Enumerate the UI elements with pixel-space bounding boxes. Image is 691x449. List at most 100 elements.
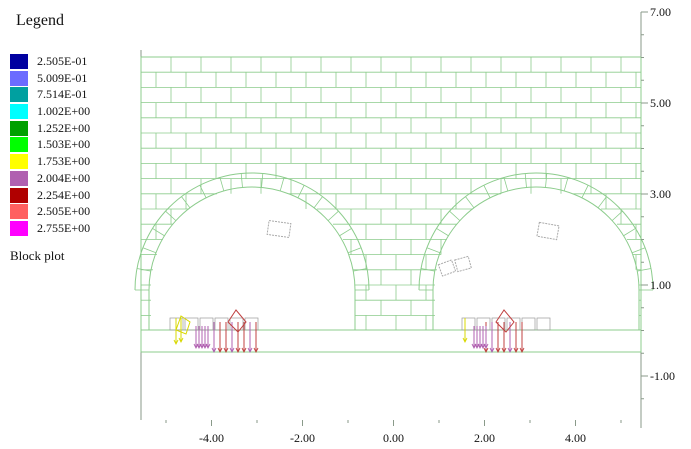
legend-swatch [10,187,28,203]
vector-arrow-head [483,343,489,350]
voussoir-joint [483,185,491,198]
voussoir-joint [436,228,449,237]
legend-item: 7.514E-01 [10,86,130,103]
vector-arrow-head [483,347,489,354]
voussoir-joint [545,173,548,188]
legend-swatch [10,104,28,120]
voussoir-joint [279,177,285,192]
legend-swatch [10,137,28,153]
vector-arrow-head [223,347,229,354]
y-tick-label: 1.00 [650,278,671,292]
wall-outline [140,56,642,353]
x-tick-label: -4.00 [199,431,224,445]
voussoir-joint [563,177,569,192]
voussoir-joint [219,177,225,192]
displaced-block [437,259,457,277]
legend-label: 1.753E+00 [37,154,91,169]
y-tick-label: 7.00 [650,5,671,19]
legend-label: 2.755E+00 [37,220,91,235]
voussoir-joint [631,247,646,254]
arch-extrados [418,172,654,291]
voussoir-joint [165,210,177,221]
legend-item: 2.505E+00 [10,203,130,220]
legend-label: 7.514E-01 [37,87,88,102]
voussoir-joint [327,210,339,221]
legend-label: 1.002E+00 [37,104,91,119]
vector-arrow-head [513,347,519,354]
velocity-vectors [173,309,525,354]
voussoir-joint [339,228,352,237]
vector-arrow-head [507,347,513,354]
voussoir-joint [142,247,157,254]
vector-arrow-head [211,347,217,354]
legend-label: 1.252E+00 [37,120,91,135]
legend-label: 2.505E+00 [37,204,91,219]
rotated-block [227,309,247,333]
legend-label: 5.009E-01 [37,70,88,85]
vector-arrow-head [247,347,253,354]
legend-item: 1.753E+00 [10,153,130,170]
voussoir-joint [426,247,441,254]
foundation-block [184,317,199,331]
voussoir-joint [181,196,191,209]
legend-item: 1.252E+00 [10,120,130,137]
foundation-block [461,317,476,331]
vector-arrow-head [217,347,223,354]
vector-arrow-head [205,343,211,350]
voussoir-joint [637,268,652,272]
voussoir-joint [420,268,435,272]
legend-item: 2.505E-01 [10,53,130,70]
y-tick-label: -1.00 [650,369,675,383]
legend-swatch [10,154,28,170]
legend-title: Legend [16,12,64,29]
vector-arrow-head [235,347,241,354]
legend-swatch [10,170,28,186]
vector-arrow-head [253,347,259,354]
displaced-block [266,219,292,239]
legend-item: 2.254E+00 [10,187,130,204]
voussoir-joint [313,196,323,209]
displaced-block [536,221,560,241]
vector-arrow-head [519,347,525,354]
legend-label: 1.503E+00 [37,137,91,152]
vector-arrow-head [495,347,501,354]
foundation-block [521,317,536,331]
x-tick-label: -2.00 [290,431,315,445]
legend-swatch [10,70,28,86]
vector-arrow-head [178,337,184,344]
legend-swatch [10,54,28,69]
vector-arrow-head [489,347,495,354]
legend-swatch [10,87,28,103]
legend-label: 2.254E+00 [37,187,91,202]
x-tick-label: 2.00 [474,431,495,445]
rotated-block [175,315,191,335]
voussoir-joint [353,268,368,272]
legend-item: 2.755E+00 [10,220,130,237]
legend-swatch [10,220,28,236]
y-tick-label: 5.00 [650,96,671,110]
y-tick-label: 3.00 [650,187,671,201]
legend-list: 2.505E-01 5.009E-01 7.514E-01 1.002E+00 1.25… [10,53,130,237]
vector-arrow-head [462,337,468,344]
vector-arrow-head [501,347,507,354]
voussoir-joint [297,185,305,198]
voussoir-joint [449,210,461,221]
arch-intrados [148,186,356,291]
legend-item: 2.004E+00 [10,170,130,187]
legend-swatch [10,120,28,136]
voussoir-joint [199,185,207,198]
block-plot-label: Block plot [10,248,65,263]
foundation-block [199,317,214,331]
vector-arrow-head [173,339,179,346]
arch-intrados [432,186,640,291]
masonry-blocks [134,56,654,353]
legend-label: 2.505E-01 [37,54,88,68]
foundation-block [506,317,521,331]
axis-ticks: 7.00 5.00 3.00 1.00 -1.00 -4.00 -2.00 0.00 2.00 4… [165,5,675,445]
foundation-block [214,317,229,331]
x-tick-label: 0.00 [383,431,404,445]
voussoir-joint [524,173,527,188]
foundation-block [536,317,551,331]
voussoir-joint [581,185,589,198]
